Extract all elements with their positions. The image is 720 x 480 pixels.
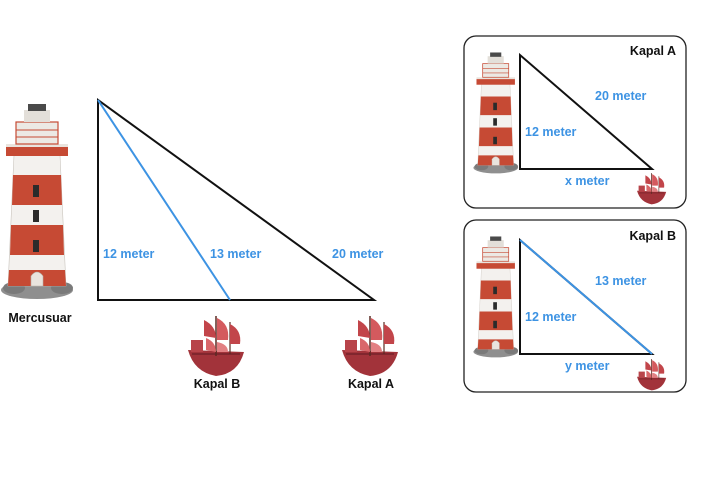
ship-b-label: Kapal B: [194, 377, 241, 391]
main-height-label: 12 meter: [103, 247, 155, 261]
panel-a-hyp-label: 20 meter: [595, 89, 647, 103]
panel-b-hyp-line: [519, 239, 653, 355]
ship-b-icon: [187, 315, 245, 377]
panel-b-base-label: y meter: [565, 359, 610, 373]
panel-b-title: Kapal B: [629, 229, 676, 243]
panel-b-hyp-label: 13 meter: [595, 274, 647, 288]
lighthouse-label: Mercusuar: [8, 311, 71, 325]
panel-ship-a: Kapal A 12 meter 20 meter x meter: [463, 35, 687, 209]
lighthouse-icon: [0, 103, 74, 300]
panel-a-height-label: 12 meter: [525, 125, 577, 139]
main-diagram: Mercusuar 12 meter 13 meter 20 meter Kap…: [0, 98, 399, 391]
ship-a-label: Kapal A: [348, 377, 394, 391]
panel-a-triangle: [519, 52, 655, 170]
main-line-b-label: 13 meter: [210, 247, 262, 261]
panel-a-title: Kapal A: [630, 44, 676, 58]
panel-ship-b: Kapal B 12 meter 13 meter y meter: [463, 219, 687, 393]
panel-b-height-label: 12 meter: [525, 310, 577, 324]
panel-a-base-label: x meter: [565, 174, 610, 188]
triangle-ship-a: [97, 98, 378, 301]
line-to-ship-b: [97, 99, 231, 301]
ship-a-icon: [341, 315, 399, 377]
main-line-a-label: 20 meter: [332, 247, 384, 261]
